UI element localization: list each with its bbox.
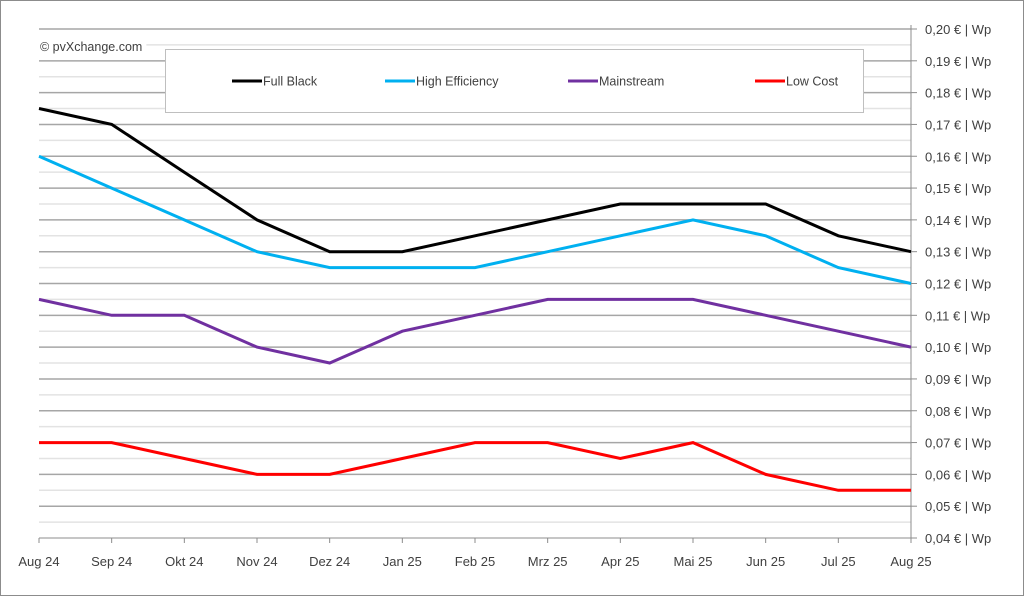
x-tick-label: Mrz 25 xyxy=(528,554,568,569)
y-tick-label: 0,11 € | Wp xyxy=(925,308,990,323)
series-line-high-efficiency xyxy=(38,154,912,285)
legend-label: High Efficiency xyxy=(416,75,499,89)
x-tick-label: Nov 24 xyxy=(236,554,277,569)
y-tick-label: 0,12 € | Wp xyxy=(925,277,991,292)
x-tick-label: Dez 24 xyxy=(309,554,350,569)
x-tick-label: Jul 25 xyxy=(821,554,856,569)
x-tick-label: Okt 24 xyxy=(165,554,203,569)
y-tick-label: 0,15 € | Wp xyxy=(925,181,991,196)
y-tick-label: 0,10 € | Wp xyxy=(925,340,991,355)
x-tick-label: Jan 25 xyxy=(383,554,422,569)
x-tick-label: Aug 25 xyxy=(890,554,931,569)
y-tick-label: 0,08 € | Wp xyxy=(925,404,991,419)
copyright-text: © pvXchange.com xyxy=(40,40,142,54)
copyright-background xyxy=(38,40,147,54)
legend: Full Black High Efficiency Mainstream Low C… xyxy=(165,49,864,113)
legend-label: Mainstream xyxy=(599,75,664,89)
x-axis-labels: Aug 24 Sep 24 Okt 24 Nov 24 Dez 24 Jan 25 Feb … xyxy=(18,554,931,569)
series-line-mainstream xyxy=(38,297,912,365)
x-tick-label: Feb 25 xyxy=(455,554,495,569)
y-tick-label: 0,04 € | Wp xyxy=(925,531,991,546)
y-tick-label: 0,17 € | Wp xyxy=(925,117,991,132)
y-tick-label: 0,19 € | Wp xyxy=(925,54,991,69)
legend-label: Low Cost xyxy=(786,75,839,89)
legend-box xyxy=(165,49,864,113)
y-tick-label: 0,05 € | Wp xyxy=(925,499,991,514)
y-tick-label: 0,13 € | Wp xyxy=(925,245,991,260)
series-line-low-cost xyxy=(39,441,911,492)
x-tick-label: Jun 25 xyxy=(746,554,785,569)
legend-label: Full Black xyxy=(263,75,318,89)
series-line-full-black xyxy=(38,107,912,254)
y-tick-label: 0,16 € | Wp xyxy=(925,149,991,164)
y-axis-labels: 0,20 € | Wp 0,19 € | Wp 0,18 € | Wp 0,17 € … xyxy=(925,22,991,546)
x-tick-label: Mai 25 xyxy=(673,554,712,569)
y-tick-label: 0,09 € | Wp xyxy=(925,372,991,387)
x-tick-label: Aug 24 xyxy=(18,554,59,569)
y-tick-label: 0,07 € | Wp xyxy=(925,436,991,451)
y-tick-label: 0,18 € | Wp xyxy=(925,86,991,101)
series-lines xyxy=(38,107,912,492)
y-tick-label: 0,06 € | Wp xyxy=(925,467,991,482)
x-tick-label: Apr 25 xyxy=(601,554,639,569)
x-tick-label: Sep 24 xyxy=(91,554,132,569)
y-tick-label: 0,20 € | Wp xyxy=(925,22,991,37)
y-tick-label: 0,14 € | Wp xyxy=(925,213,991,228)
